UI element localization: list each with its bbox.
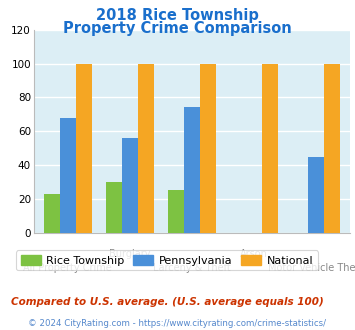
- Text: © 2024 CityRating.com - https://www.cityrating.com/crime-statistics/: © 2024 CityRating.com - https://www.city…: [28, 319, 327, 328]
- Text: Motor Vehicle Theft: Motor Vehicle Theft: [268, 263, 355, 273]
- Text: Compared to U.S. average. (U.S. average equals 100): Compared to U.S. average. (U.S. average …: [11, 297, 323, 307]
- Bar: [262, 64, 278, 233]
- Bar: [200, 64, 216, 233]
- Bar: [307, 156, 324, 233]
- Bar: [324, 64, 340, 233]
- Text: 2018 Rice Township: 2018 Rice Township: [96, 8, 259, 23]
- Bar: [44, 194, 60, 233]
- Bar: [184, 108, 200, 233]
- Text: All Property Crime: All Property Crime: [23, 263, 112, 273]
- Bar: [60, 118, 76, 233]
- Bar: [168, 190, 184, 233]
- Bar: [122, 138, 138, 233]
- Bar: [76, 64, 92, 233]
- Text: Arson: Arson: [240, 249, 268, 259]
- Text: Larceny & Theft: Larceny & Theft: [153, 263, 231, 273]
- Bar: [138, 64, 154, 233]
- Text: Burglary: Burglary: [109, 249, 151, 259]
- Bar: [105, 182, 122, 233]
- Legend: Rice Township, Pennsylvania, National: Rice Township, Pennsylvania, National: [16, 250, 318, 270]
- Text: Property Crime Comparison: Property Crime Comparison: [63, 21, 292, 36]
